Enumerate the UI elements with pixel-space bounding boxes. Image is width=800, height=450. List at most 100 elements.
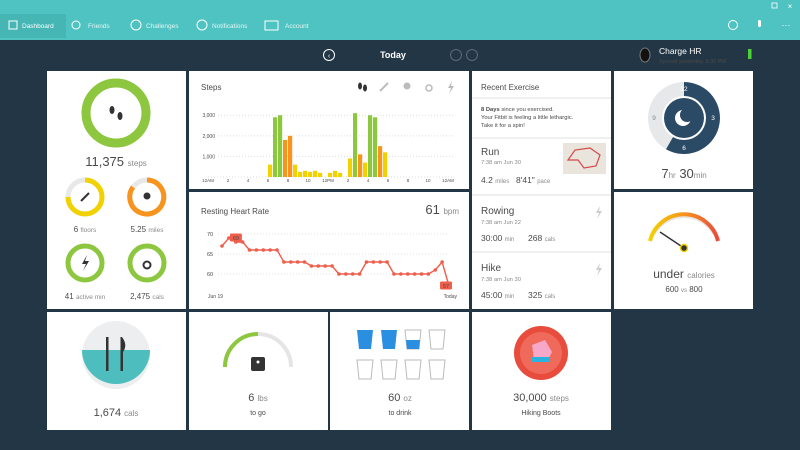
metric-icon[interactable] <box>363 84 367 92</box>
steps-chart-tile[interactable] <box>189 71 469 189</box>
steps-ring <box>81 78 151 148</box>
nav-bar <box>0 0 800 40</box>
bar <box>353 113 358 177</box>
boot <box>532 340 552 360</box>
message-line: Take it for a spin! <box>481 123 525 129</box>
stat-value: 4.2 <box>481 175 493 185</box>
bar <box>363 162 368 177</box>
metric-icon[interactable] <box>379 82 389 92</box>
message-line: 8 Days since you exercised. <box>481 107 554 113</box>
metric-icon[interactable] <box>358 82 362 90</box>
point <box>357 272 362 276</box>
gauge-hub <box>679 243 689 253</box>
point <box>282 260 286 264</box>
point <box>323 264 327 268</box>
metric-icon[interactable] <box>448 81 454 94</box>
exercise-name[interactable]: Rowing <box>481 206 514 217</box>
exercise-name[interactable]: Hike <box>481 263 501 274</box>
floors-ring <box>65 177 105 217</box>
exercise-stat: 325 cals <box>528 290 555 300</box>
metric-icon[interactable] <box>425 84 433 92</box>
scale-icon <box>251 357 265 371</box>
current-bpm: 61 bpm <box>425 202 459 217</box>
exercise-tile[interactable] <box>472 71 611 309</box>
stat-unit: pace <box>537 179 551 185</box>
point <box>399 272 403 276</box>
x-tick-label: 10 <box>305 178 311 183</box>
point <box>350 272 355 276</box>
window-restore[interactable] <box>771 2 778 9</box>
point <box>385 260 389 264</box>
boot-sole <box>532 357 550 362</box>
nav-item[interactable]: Account <box>285 23 309 30</box>
nav-item[interactable]: Friends <box>88 23 110 30</box>
exercise-name[interactable]: Run <box>481 147 499 158</box>
point <box>440 260 444 264</box>
clock-label: 6 <box>682 145 686 152</box>
point <box>268 248 272 252</box>
point <box>378 260 383 264</box>
water-remaining: 60 oz <box>388 392 412 404</box>
chart-title: Resting Heart Rate <box>201 207 270 216</box>
point <box>254 248 259 252</box>
point <box>419 272 424 276</box>
floors-icon <box>80 192 90 202</box>
last-day[interactable] <box>466 49 478 61</box>
bar <box>303 170 308 177</box>
y-tick-label: 65 <box>207 252 213 258</box>
x-tick-label: 8 <box>407 178 410 183</box>
y-tick-label: 1,000 <box>202 154 215 160</box>
water-tile[interactable] <box>330 312 469 430</box>
miles-ring <box>127 177 167 217</box>
point <box>316 264 321 268</box>
prev-arrow: ‹ <box>328 53 331 60</box>
calorie-status: under calories <box>653 267 715 281</box>
mic-button[interactable] <box>758 20 761 27</box>
bar <box>358 154 363 177</box>
y-tick-label: 3,000 <box>202 113 215 119</box>
nav-active <box>0 14 66 38</box>
x-tick-label: Today <box>444 294 458 300</box>
point <box>426 272 431 276</box>
cup <box>380 359 398 380</box>
bar <box>333 170 338 177</box>
stat: 2,475 cals <box>130 292 165 301</box>
exercise-stat: 8'41" pace <box>516 175 551 185</box>
hours: 7 <box>661 166 668 181</box>
point <box>275 248 279 252</box>
nav-item[interactable]: Challenges <box>146 23 179 30</box>
point <box>412 272 417 276</box>
window-close[interactable]: × <box>788 2 793 11</box>
separator-word: vs <box>681 288 687 294</box>
nav-item[interactable]: Notifications <box>212 23 248 30</box>
prev-day[interactable] <box>323 49 335 61</box>
nav-item[interactable]: Dashboard <box>22 23 54 30</box>
exercise-time: 7:38 am Jun 30 <box>481 277 521 283</box>
clock-label: 3 <box>711 115 715 122</box>
add-button[interactable] <box>728 20 738 30</box>
bar <box>283 139 288 177</box>
footprint-icon <box>117 112 123 120</box>
nav-icon <box>130 19 142 31</box>
date-title: Today <box>380 50 406 60</box>
heart-tile[interactable] <box>189 192 469 309</box>
stat-value: 325 <box>528 290 542 300</box>
stat-value: 6 <box>74 225 79 234</box>
exercise-stat: 268 cals <box>528 233 555 243</box>
food-total: 1,674 cals <box>94 407 139 419</box>
more-button[interactable]: ··· <box>782 20 791 30</box>
metric-icons <box>358 81 454 94</box>
cup <box>404 359 422 380</box>
x-tick-label: 12PM <box>322 178 334 183</box>
badge-name: Hiking Boots <box>521 410 561 417</box>
point <box>295 260 300 264</box>
point <box>309 264 314 268</box>
point <box>220 244 224 248</box>
moon-cut <box>680 108 694 122</box>
metric-icon[interactable] <box>403 82 411 90</box>
next-day[interactable] <box>450 49 462 61</box>
bpm-unit: bpm <box>443 207 459 216</box>
cup <box>356 359 374 380</box>
steps-total: 11,375 steps <box>85 154 147 169</box>
status-unit: calories <box>687 271 715 280</box>
